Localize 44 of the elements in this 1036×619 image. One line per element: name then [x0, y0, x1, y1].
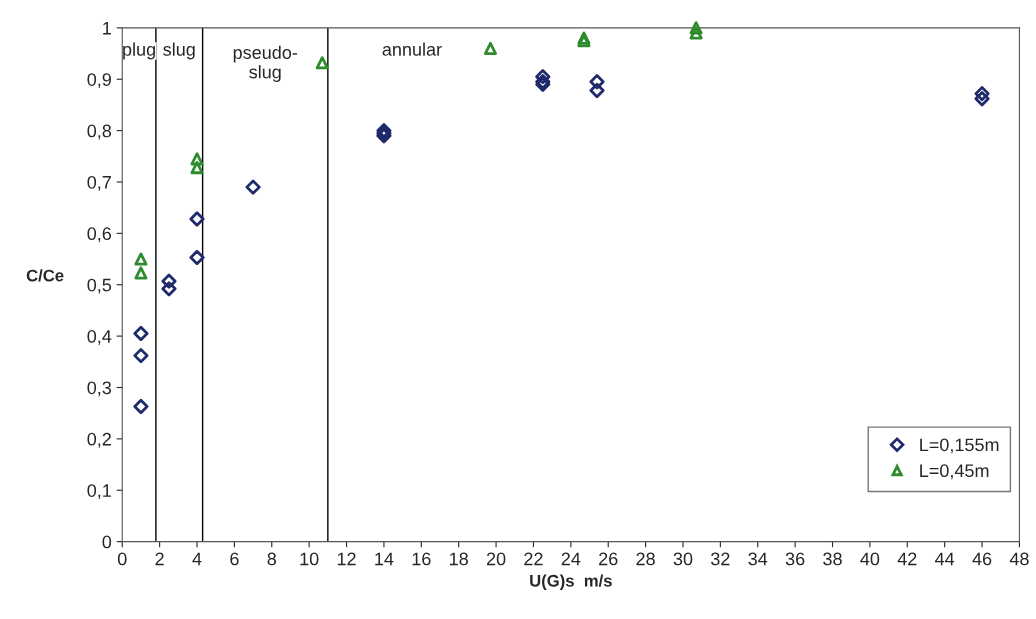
y-tick-label: 0: [102, 535, 112, 549]
x-tick-label: 38: [823, 552, 842, 566]
annotation: pseudo- slug: [233, 45, 298, 82]
x-tick-label: 48: [1009, 552, 1029, 566]
y-tick-label: 0,4: [87, 330, 112, 345]
x-tick-label: 14: [375, 552, 394, 566]
legend-label: L=0,45m: [920, 464, 989, 480]
x-tick-label: 26: [599, 552, 618, 566]
y-tick-label: 0,6: [87, 227, 112, 243]
y-tick-label: 1: [103, 21, 111, 35]
annotation: annular: [382, 42, 442, 56]
x-tick-label: 30: [673, 552, 693, 566]
x-tick-label: 2: [155, 552, 164, 566]
legend-label: L=0,155m: [920, 438, 999, 454]
x-tick-label: 36: [785, 552, 805, 566]
x-tick-label: 6: [230, 552, 239, 566]
y-tick-label: 0,8: [87, 124, 112, 140]
x-axis-title: U(G)s m/s: [530, 574, 612, 590]
annotation: plug: [123, 42, 155, 60]
x-tick-label: 46: [972, 552, 992, 566]
y-tick-label: 0,1: [87, 484, 111, 500]
x-tick-label: 20: [486, 552, 506, 566]
x-tick-label: 4: [192, 552, 202, 566]
x-tick-label: 28: [636, 552, 655, 566]
x-tick-label: 22: [524, 552, 543, 566]
x-tick-label: 34: [748, 552, 768, 566]
y-axis-title: C/Ce: [26, 269, 64, 282]
annotation: slug: [163, 42, 195, 60]
y-tick-label: 0,5: [87, 278, 112, 294]
y-tick-label: 0,7: [87, 175, 111, 191]
x-tick-label: 12: [337, 552, 356, 566]
x-tick-label: 16: [412, 552, 431, 566]
y-tick-label: 0,2: [87, 432, 111, 448]
x-tick-label: 44: [935, 552, 955, 566]
x-tick-label: 24: [561, 552, 581, 566]
x-tick-label: 8: [267, 552, 277, 566]
x-tick-label: 42: [897, 552, 917, 566]
y-tick-label: 0,9: [87, 73, 111, 89]
x-tick-label: 0: [117, 552, 127, 566]
x-tick-label: 40: [860, 552, 880, 566]
y-tick-label: 0,3: [87, 381, 112, 397]
x-tick-label: 32: [711, 552, 730, 566]
x-tick-label: 10: [300, 552, 319, 566]
x-tick-label: 18: [450, 552, 468, 566]
